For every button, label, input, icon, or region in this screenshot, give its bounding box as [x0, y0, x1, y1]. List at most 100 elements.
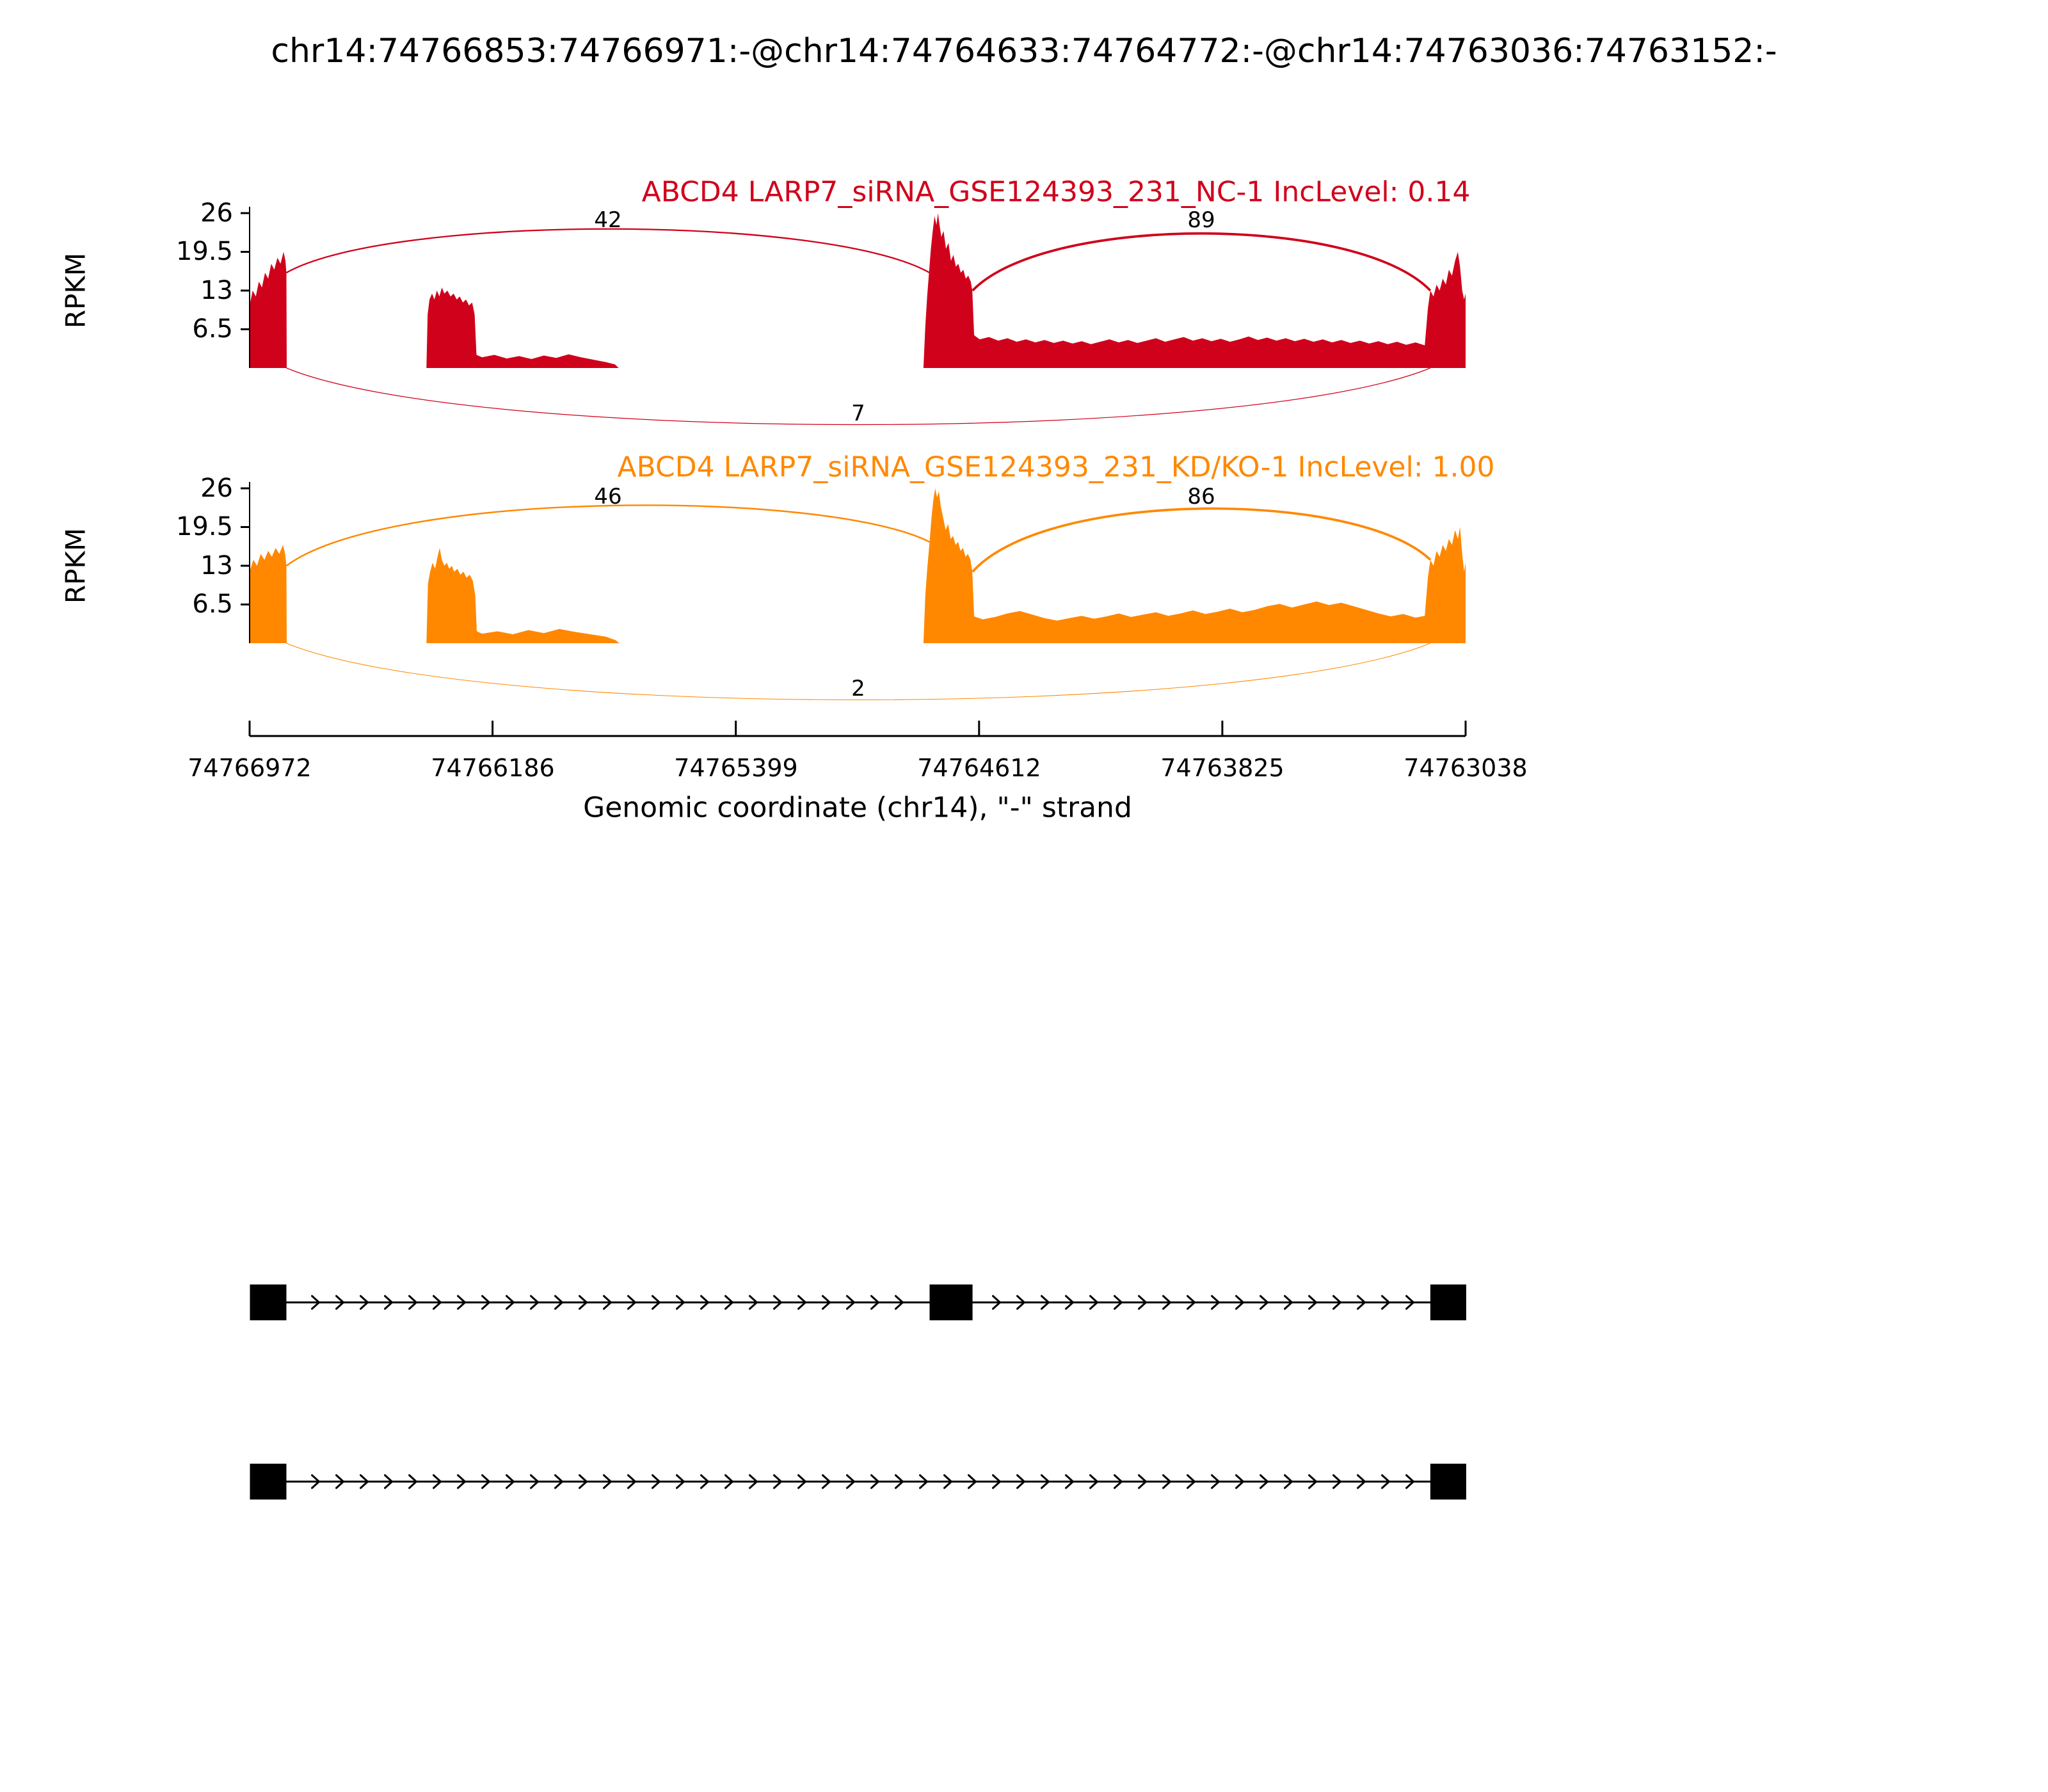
strand-chevron-icon — [1089, 1295, 1098, 1310]
strand-chevron-icon — [676, 1295, 685, 1310]
strand-chevron-icon — [1235, 1295, 1244, 1310]
strand-chevron-icon — [773, 1295, 782, 1310]
junction-count: 86 — [1187, 484, 1215, 509]
strand-chevron-icon — [919, 1474, 928, 1489]
exon-box — [250, 1464, 287, 1500]
strand-chevron-icon — [773, 1474, 782, 1489]
strand-chevron-icon — [603, 1295, 612, 1310]
y-tick-label: 19.5 — [175, 512, 233, 541]
junction-arc — [285, 228, 931, 274]
y-axis-title: RPKM — [60, 527, 92, 604]
strand-chevron-icon — [627, 1295, 636, 1310]
strand-chevron-icon — [895, 1474, 904, 1489]
strand-chevron-icon — [676, 1474, 685, 1489]
strand-chevron-icon — [870, 1295, 879, 1310]
junction-arc — [286, 367, 1431, 426]
strand-chevron-icon — [311, 1474, 320, 1489]
strand-chevron-icon — [1041, 1295, 1050, 1310]
strand-chevron-icon — [1235, 1474, 1244, 1489]
strand-chevron-icon — [554, 1295, 563, 1310]
strand-chevron-icon — [724, 1295, 733, 1310]
strand-chevron-icon — [384, 1474, 393, 1489]
strand-chevron-icon — [822, 1295, 831, 1310]
y-tick-label: 6.5 — [192, 589, 233, 619]
strand-chevron-icon — [506, 1474, 515, 1489]
strand-chevron-icon — [1284, 1295, 1293, 1310]
junction-count: 46 — [594, 484, 622, 509]
strand-chevron-icon — [870, 1474, 879, 1489]
strand-chevron-icon — [749, 1295, 758, 1310]
junction-count: 2 — [851, 676, 865, 701]
track-label-nc: ABCD4 LARP7_siRNA_GSE124393_231_NC-1 Inc… — [641, 175, 1471, 209]
coverage-area — [250, 488, 1466, 643]
strand-chevron-icon — [554, 1474, 563, 1489]
strand-chevron-icon — [797, 1295, 806, 1310]
strand-chevron-icon — [846, 1474, 855, 1489]
strand-chevron-icon — [1211, 1474, 1220, 1489]
strand-chevron-icon — [1065, 1474, 1074, 1489]
strand-chevron-icon — [408, 1474, 417, 1489]
x-tick-label: 74766186 — [431, 754, 555, 782]
x-tick-label: 74766972 — [188, 754, 312, 782]
strand-chevron-icon — [1260, 1295, 1268, 1310]
strand-chevron-icon — [627, 1474, 636, 1489]
strand-chevron-icon — [822, 1474, 831, 1489]
strand-chevron-icon — [1381, 1295, 1390, 1310]
strand-chevron-icon — [1162, 1474, 1171, 1489]
exon-box — [250, 1284, 287, 1320]
exon-box — [1430, 1284, 1466, 1320]
exon-box — [929, 1284, 973, 1320]
strand-chevron-icon — [749, 1474, 758, 1489]
strand-chevron-icon — [1138, 1295, 1147, 1310]
strand-chevron-icon — [481, 1295, 490, 1310]
junction-arc — [285, 504, 931, 566]
strand-chevron-icon — [1381, 1474, 1390, 1489]
x-axis-title: Genomic coordinate (chr14), "-" strand — [583, 791, 1132, 824]
strand-chevron-icon — [895, 1295, 904, 1310]
y-tick-label: 13 — [200, 551, 233, 580]
coverage-area — [250, 213, 1466, 368]
strand-chevron-icon — [1308, 1295, 1317, 1310]
strand-chevron-icon — [1260, 1474, 1268, 1489]
strand-chevron-icon — [1332, 1295, 1341, 1310]
strand-chevron-icon — [992, 1474, 1001, 1489]
x-tick-label: 74764612 — [917, 754, 1041, 782]
strand-chevron-icon — [481, 1474, 490, 1489]
strand-chevron-icon — [1089, 1474, 1098, 1489]
strand-chevron-icon — [1187, 1295, 1196, 1310]
x-tick-label: 74763038 — [1404, 754, 1528, 782]
strand-chevron-icon — [335, 1474, 344, 1489]
strand-chevron-icon — [603, 1474, 612, 1489]
strand-chevron-icon — [1405, 1295, 1414, 1310]
strand-chevron-icon — [1357, 1474, 1366, 1489]
junction-arc — [286, 643, 1431, 700]
strand-chevron-icon — [1114, 1474, 1123, 1489]
strand-chevron-icon — [433, 1295, 442, 1310]
strand-chevron-icon — [1016, 1295, 1025, 1310]
x-tick-label: 74765399 — [674, 754, 798, 782]
strand-chevron-icon — [968, 1474, 977, 1489]
strand-chevron-icon — [700, 1474, 709, 1489]
y-axis-title: RPKM — [60, 252, 92, 329]
strand-chevron-icon — [797, 1474, 806, 1489]
y-tick-label: 6.5 — [192, 314, 233, 344]
strand-chevron-icon — [1405, 1474, 1414, 1489]
strand-chevron-icon — [530, 1474, 539, 1489]
strand-chevron-icon — [1138, 1474, 1147, 1489]
strand-chevron-icon — [992, 1295, 1001, 1310]
strand-chevron-icon — [1162, 1295, 1171, 1310]
track-label-kdko: ABCD4 LARP7_siRNA_GSE124393_231_KD/KO-1 … — [617, 451, 1495, 484]
strand-chevron-icon — [335, 1295, 344, 1310]
y-tick-label: 13 — [200, 276, 233, 305]
junction-count: 42 — [594, 207, 622, 233]
strand-chevron-icon — [457, 1295, 466, 1310]
strand-chevron-icon — [360, 1295, 369, 1310]
strand-chevron-icon — [311, 1295, 320, 1310]
strand-chevron-icon — [579, 1474, 588, 1489]
strand-chevron-icon — [1041, 1474, 1050, 1489]
strand-chevron-icon — [1187, 1474, 1196, 1489]
strand-chevron-icon — [1211, 1295, 1220, 1310]
strand-chevron-icon — [360, 1474, 369, 1489]
